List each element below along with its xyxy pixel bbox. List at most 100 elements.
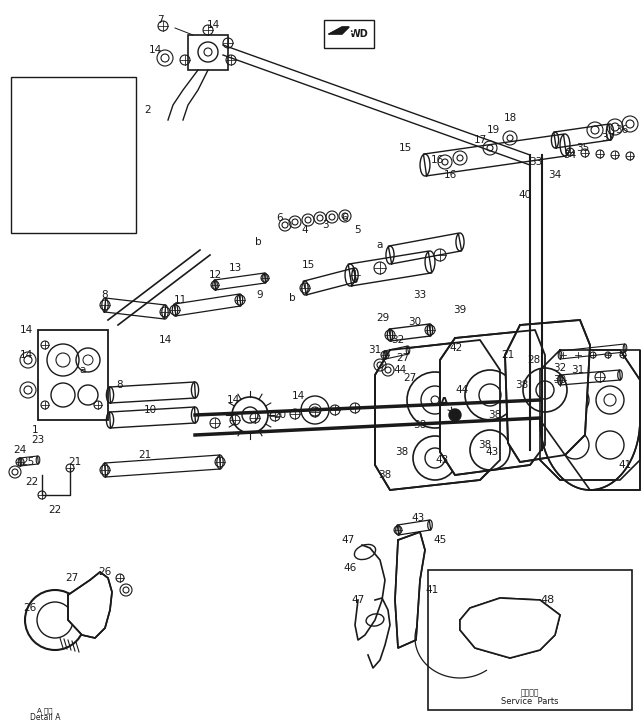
Text: 17: 17 [473,135,487,145]
Text: 35: 35 [577,143,589,153]
Text: 38: 38 [395,447,408,457]
Circle shape [507,637,512,643]
Text: 40: 40 [519,190,532,200]
Text: 15: 15 [301,260,315,270]
Circle shape [449,409,461,421]
Text: 16: 16 [430,155,444,165]
Text: 41: 41 [426,585,438,595]
Text: 42: 42 [449,343,463,353]
Polygon shape [384,346,409,359]
Circle shape [496,648,501,653]
Text: 38: 38 [516,380,528,390]
Text: b: b [255,237,261,247]
Text: 43: 43 [435,455,449,465]
Text: 26: 26 [23,603,37,613]
Text: a: a [377,240,383,250]
Text: 14: 14 [19,325,33,335]
Text: 6: 6 [277,213,283,223]
Text: 20: 20 [273,410,286,420]
Text: 14: 14 [148,45,162,55]
Polygon shape [540,350,640,490]
Text: Service  Parts: Service Parts [501,697,559,706]
Polygon shape [303,268,357,295]
Circle shape [517,650,523,655]
Text: 9: 9 [257,290,263,300]
Polygon shape [348,251,432,286]
Text: 13: 13 [229,263,241,273]
Text: 33: 33 [413,290,427,300]
Bar [11,77,136,233]
Text: 12: 12 [209,270,221,280]
Polygon shape [174,294,241,316]
Bar [324,20,374,48]
Bar [428,570,632,710]
Text: 24: 24 [13,445,26,455]
Text: WD: WD [350,29,369,39]
Text: 7: 7 [157,15,163,25]
Polygon shape [389,324,431,341]
Text: 27: 27 [403,373,417,383]
Text: 14: 14 [206,20,220,30]
Text: 10: 10 [143,405,157,415]
Polygon shape [554,124,611,148]
Text: 38: 38 [378,470,392,480]
Text: 6: 6 [342,213,349,223]
Text: 46: 46 [343,563,356,573]
Polygon shape [440,330,545,475]
Text: 47: 47 [342,535,354,545]
Polygon shape [424,134,566,176]
Polygon shape [560,344,625,359]
Text: 30: 30 [408,317,422,327]
Bar [38,330,108,420]
Polygon shape [104,298,166,319]
Text: 15: 15 [399,143,412,153]
Text: 11: 11 [173,295,187,305]
Polygon shape [375,340,500,490]
Text: 47: 47 [351,595,365,605]
Text: 31: 31 [571,365,585,375]
Text: 36: 36 [616,125,629,135]
Text: 19: 19 [487,125,499,135]
Polygon shape [19,456,39,466]
Text: b: b [289,293,295,303]
Text: 43: 43 [412,513,424,523]
Text: F: F [347,29,353,39]
Bar [188,35,228,70]
Text: 34: 34 [564,150,577,160]
Text: 27: 27 [396,353,410,363]
Text: 34: 34 [548,170,562,180]
Text: 8: 8 [117,380,123,390]
Text: A 号图: A 号图 [37,707,53,714]
Text: 21: 21 [69,457,82,467]
Polygon shape [460,598,560,658]
Text: 29: 29 [376,313,390,323]
Text: 4: 4 [302,225,308,235]
Text: 44: 44 [455,385,469,395]
Text: 1: 1 [31,425,39,435]
Text: 38: 38 [478,440,492,450]
Text: 21: 21 [139,450,152,460]
Polygon shape [397,520,431,535]
Text: 22: 22 [48,505,62,515]
Text: 38: 38 [413,420,427,430]
Polygon shape [540,350,640,480]
Polygon shape [395,532,425,648]
Text: 26: 26 [98,567,112,577]
Text: 部品番号: 部品番号 [521,688,539,697]
Polygon shape [110,382,195,403]
Text: 21: 21 [501,350,515,360]
Text: 44: 44 [394,365,406,375]
Text: Detail A: Detail A [30,713,60,722]
Text: 27: 27 [65,573,78,583]
Text: 31: 31 [369,345,381,355]
Text: 14: 14 [291,391,304,401]
Text: 28: 28 [527,355,541,365]
Text: a: a [80,365,86,375]
Text: 25: 25 [21,457,35,467]
Polygon shape [560,370,620,385]
Text: 38: 38 [489,410,501,420]
Text: 14: 14 [227,395,239,405]
Text: 48: 48 [541,595,555,605]
Text: 45: 45 [433,535,447,545]
Text: 22: 22 [26,477,39,487]
